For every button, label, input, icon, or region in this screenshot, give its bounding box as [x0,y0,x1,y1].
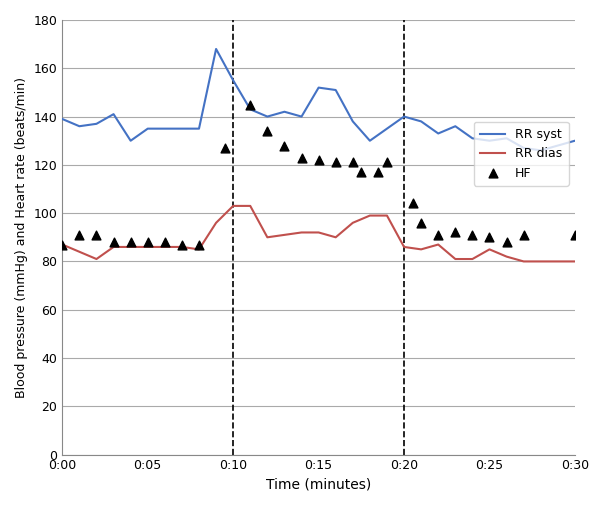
HF [467,231,477,239]
RR syst [230,77,237,83]
HF [263,127,272,135]
RR dias [298,230,305,236]
RR dias [400,244,408,250]
RR syst [366,138,373,144]
RR syst [520,145,527,151]
RR dias [230,203,237,209]
RR dias [452,256,459,262]
HF [297,154,306,162]
HF [194,240,204,248]
RR dias [503,254,510,260]
RR syst [264,114,271,120]
RR syst [417,118,425,124]
RR dias [213,220,220,226]
HF [570,231,580,239]
RR dias [76,249,83,255]
HF [160,238,170,246]
RR syst [571,138,579,144]
RR syst [298,114,305,120]
RR syst [213,46,220,52]
RR dias [315,230,323,236]
RR syst [144,126,152,132]
RR syst [400,114,408,120]
RR dias [178,244,185,250]
RR syst [469,135,476,141]
HF [451,229,460,237]
RR dias [486,246,493,252]
RR syst [349,118,356,124]
RR syst [178,126,185,132]
HF [177,240,187,248]
RR syst [537,148,544,154]
HF [502,238,512,246]
RR syst [452,123,459,129]
RR dias [469,256,476,262]
RR dias [435,241,442,247]
RR dias [281,232,288,238]
HF [126,238,135,246]
HF [220,144,230,152]
RR dias [417,246,425,252]
Legend: RR syst, RR dias, HF: RR syst, RR dias, HF [474,122,569,186]
RR syst [93,121,100,127]
RR dias [264,234,271,240]
HF [434,231,443,239]
HF [382,158,392,166]
HF [280,141,289,150]
HF [57,240,67,248]
HF [92,231,101,239]
RR syst [315,85,323,91]
HF [408,199,417,207]
HF [143,238,153,246]
RR syst [161,126,169,132]
RR syst [281,108,288,115]
HF [331,158,341,166]
Line: RR syst: RR syst [62,49,575,151]
RR dias [144,244,152,250]
RR syst [435,130,442,136]
RR dias [571,259,579,265]
RR syst [246,106,254,113]
RR dias [59,241,66,247]
RR dias [520,259,527,265]
HF [356,168,366,176]
RR syst [76,123,83,129]
RR dias [384,212,391,219]
RR syst [195,126,202,132]
RR dias [93,256,100,262]
RR syst [59,116,66,122]
RR dias [366,212,373,219]
HF [484,233,494,241]
RR syst [332,87,339,93]
HF [348,158,358,166]
RR dias [161,244,169,250]
RR dias [127,244,134,250]
RR syst [486,138,493,144]
HF [109,238,118,246]
RR syst [110,111,117,117]
HF [314,156,324,164]
Y-axis label: Blood pressure (mmHg) and Heart rate (beats/min): Blood pressure (mmHg) and Heart rate (be… [15,77,28,398]
RR dias [349,220,356,226]
RR dias [110,244,117,250]
Line: RR dias: RR dias [62,206,575,262]
RR syst [127,138,134,144]
HF [74,231,84,239]
RR dias [195,246,202,252]
RR dias [246,203,254,209]
X-axis label: Time (minutes): Time (minutes) [266,478,371,492]
HF [416,219,426,227]
RR dias [332,234,339,240]
HF [374,168,384,176]
HF [519,231,528,239]
HF [245,100,255,108]
RR syst [503,135,510,141]
